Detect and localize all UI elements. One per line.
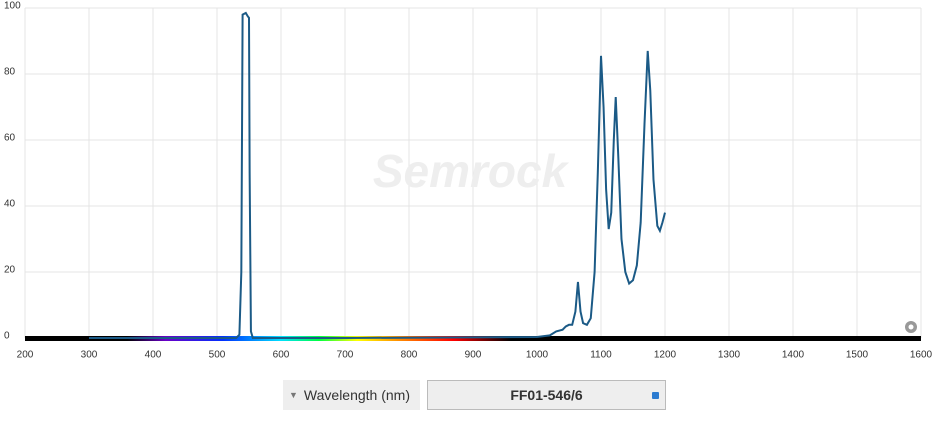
x-tick-label: 1000	[526, 350, 549, 361]
x-tick-label: 600	[273, 350, 290, 361]
x-axis-label: Wavelength (nm)	[303, 387, 410, 403]
x-tick-label: 300	[81, 350, 98, 361]
x-axis-select[interactable]: ▼ Wavelength (nm)	[283, 380, 420, 410]
x-tick-label: 1300	[718, 350, 741, 361]
y-tick-label: 0	[4, 331, 10, 342]
x-tick-label: 1200	[654, 350, 677, 361]
series-button[interactable]: FF01-546/6	[427, 380, 666, 410]
x-tick-label: 400	[145, 350, 162, 361]
chart: Semrock 0 20 40 60 80 100 200 300 400 500 600 700 80…	[4, 1, 933, 361]
x-tick-label: 1100	[590, 350, 612, 361]
y-tick-label: 40	[4, 199, 16, 210]
watermark: Semrock	[373, 145, 570, 197]
x-tick-label: 700	[337, 350, 354, 361]
x-tick-label: 800	[401, 350, 418, 361]
x-tick-label: 900	[465, 350, 482, 361]
series-name: FF01-546/6	[510, 387, 583, 403]
x-tick-label: 1500	[846, 350, 869, 361]
x-tick-label: 200	[17, 350, 34, 361]
x-tick-label: 1600	[910, 350, 933, 361]
x-tick-label: 500	[209, 350, 226, 361]
y-tick-label: 60	[4, 133, 16, 144]
y-tick-label: 80	[4, 67, 16, 78]
series-line	[89, 11, 666, 339]
y-tick-label: 20	[4, 265, 16, 276]
settings-icon[interactable]	[905, 321, 917, 333]
y-tick-label: 100	[4, 1, 21, 12]
x-tick-label: 1400	[782, 350, 805, 361]
